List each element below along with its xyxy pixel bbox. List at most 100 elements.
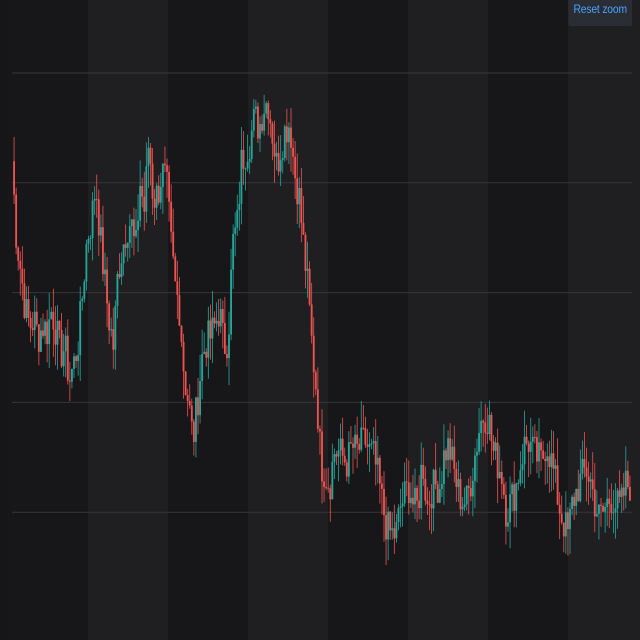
candle-up [201, 353, 204, 382]
candle-up [244, 168, 247, 170]
candle-up [275, 152, 278, 157]
candle-up [238, 203, 241, 211]
candle-down [544, 458, 547, 462]
candle-down [366, 444, 369, 447]
candle-up [399, 506, 402, 508]
candle-down [186, 394, 189, 401]
candle-up [529, 441, 532, 452]
candle-down [426, 500, 429, 504]
candle-up [283, 126, 286, 158]
candle-up [509, 494, 511, 523]
reset-zoom-label: Reset zoom [573, 2, 627, 16]
candle-down [552, 453, 555, 469]
candle-up [579, 473, 582, 502]
candle-down [585, 467, 588, 477]
candle-down [345, 462, 348, 477]
candle-up [598, 504, 600, 514]
candle-down [205, 351, 208, 358]
candle-up [564, 512, 567, 537]
candle-up [461, 507, 464, 510]
candle-down [467, 485, 470, 489]
candle-down [622, 487, 625, 496]
candle-up [147, 147, 150, 167]
candle-up [471, 480, 474, 497]
candle-down [505, 494, 507, 527]
candle-up [25, 299, 28, 318]
candle-up [480, 420, 483, 434]
candle-down [600, 504, 602, 506]
candle-down [312, 335, 315, 373]
candle-up [376, 457, 379, 465]
candle-up [85, 243, 88, 282]
candle-down [308, 268, 311, 305]
candle-down [13, 161, 15, 195]
background-band [328, 0, 408, 640]
candle-up [263, 113, 266, 131]
candle-up [137, 220, 139, 230]
candle-up [240, 149, 243, 204]
candle-down [52, 311, 55, 330]
candle-down [302, 222, 305, 235]
candle-up [519, 470, 522, 484]
candle-up [360, 427, 363, 450]
candle-down [445, 450, 447, 461]
candle-down [102, 227, 104, 275]
candle-down [525, 436, 528, 444]
candle-down [153, 198, 156, 208]
candle-down [374, 441, 377, 465]
candle-down [358, 443, 361, 450]
candle-down [469, 488, 472, 497]
candle-up [595, 513, 598, 517]
candle-up [476, 451, 478, 456]
candle-up [403, 481, 406, 504]
candle-up [494, 442, 497, 451]
candle-down [178, 295, 181, 326]
candle-up [571, 496, 573, 510]
candle-down [502, 484, 505, 495]
candle-down [381, 483, 383, 489]
candle-up [104, 269, 106, 275]
candle-up [507, 522, 509, 527]
candle-down [176, 281, 179, 296]
candle-up [511, 484, 514, 495]
candle-down [626, 470, 629, 488]
candle-up [550, 453, 553, 468]
candle-down [405, 481, 408, 483]
candle-up [79, 301, 82, 356]
candle-down [496, 442, 499, 479]
candle-up [120, 263, 123, 277]
candle-up [370, 443, 373, 445]
candle-up [372, 441, 375, 444]
candle-down [17, 247, 20, 261]
candle-down [19, 260, 22, 269]
candle-down [314, 372, 317, 390]
candle-up [395, 522, 398, 539]
candle-up [230, 269, 232, 335]
candle-up [624, 470, 627, 496]
candle-up [606, 498, 609, 507]
candle-down [15, 194, 18, 248]
candle-down [261, 124, 263, 131]
candle-down [321, 431, 323, 482]
candle-down [68, 380, 71, 382]
candle-down [271, 123, 274, 144]
candle-up [126, 242, 129, 248]
candle-up [368, 444, 371, 447]
candle-up [114, 305, 117, 350]
reset-zoom-button[interactable]: Reset zoom [568, 0, 632, 26]
candle-down [492, 441, 495, 451]
candle-up [333, 454, 336, 462]
candle-down [60, 329, 63, 367]
candle-up [440, 484, 443, 490]
candle-down [296, 178, 299, 205]
candle-down [329, 488, 332, 500]
candle-up [614, 508, 617, 513]
candle-down [341, 438, 344, 456]
candle-down [548, 456, 551, 468]
candle-up [159, 186, 162, 203]
candle-down [290, 127, 292, 148]
candle-up [387, 511, 390, 540]
candle-up [531, 436, 534, 442]
